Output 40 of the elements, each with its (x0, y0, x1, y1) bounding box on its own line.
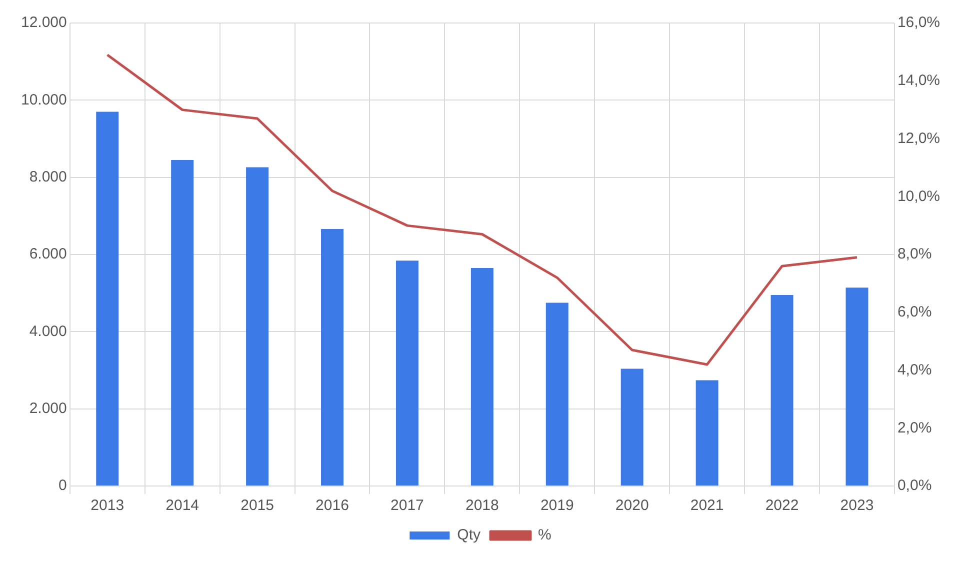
y2-tick-label: 14,0% (897, 72, 940, 90)
bar (470, 268, 494, 486)
y-tick-label: 8.000 (29, 168, 67, 186)
x-tick-label: 2023 (840, 497, 874, 514)
y-tick-label: 4.000 (29, 322, 67, 340)
y-tick-label: 10.000 (20, 91, 67, 108)
bar (846, 288, 868, 486)
y2-tick-label: 10,0% (897, 188, 940, 205)
x-tick-label: 2021 (690, 497, 724, 514)
x-tick-label: 2020 (615, 497, 649, 514)
y2-tick-label: 12,0% (897, 130, 940, 147)
y-tick-label: 12.000 (20, 14, 67, 32)
y-tick-label: 2.000 (29, 400, 67, 417)
y-tick-label: 0 (58, 477, 67, 494)
x-tick-label: 2014 (166, 497, 200, 514)
bar (620, 368, 644, 486)
y2-tick-label: 2,0% (897, 419, 932, 436)
bar (770, 295, 794, 486)
bar (696, 380, 718, 486)
x-tick-label: 2017 (390, 497, 424, 514)
bar (396, 260, 418, 486)
bar (246, 167, 269, 486)
x-tick-label: 2016 (316, 497, 349, 514)
x-tick-label: 2019 (540, 497, 574, 514)
legend-label: Qty (457, 526, 481, 544)
y2-tick-label: 8,0% (897, 246, 932, 263)
x-tick-label: 2018 (465, 497, 499, 514)
x-tick-label: 2022 (765, 497, 799, 514)
y2-tick-label: 16,0% (897, 14, 940, 32)
bar (171, 160, 194, 486)
bar (96, 112, 119, 486)
bar (546, 302, 568, 486)
legend-label: % (538, 526, 552, 544)
y2-tick-label: 0,0% (897, 477, 932, 494)
x-tick-label: 2015 (240, 497, 274, 514)
y2-tick-label: 4,0% (897, 361, 932, 378)
x-tick-label: 2013 (90, 497, 124, 514)
y-tick-label: 6.000 (29, 246, 67, 263)
bar (321, 229, 344, 486)
y2-tick-label: 6,0% (897, 304, 932, 321)
